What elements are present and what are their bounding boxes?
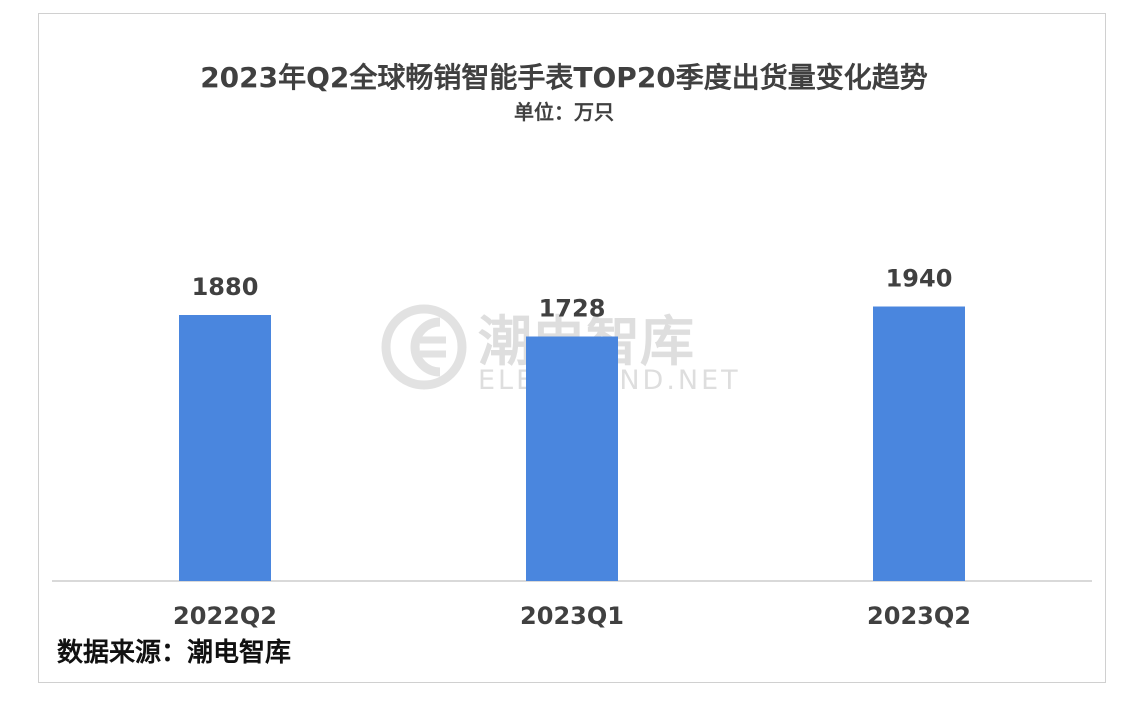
data-label-2022q2: 1880 xyxy=(192,273,259,301)
x-tick-label-2023q1: 2023Q1 xyxy=(520,602,624,630)
watermark-logo-icon xyxy=(381,304,467,390)
chart-title: 2023年Q2全球畅销智能手表TOP20季度出货量变化趋势 xyxy=(200,61,928,94)
bar-2023q1 xyxy=(526,336,618,581)
x-tick-label-2023q2: 2023Q2 xyxy=(867,602,971,630)
chart-subtitle: 单位：万只 xyxy=(514,100,614,124)
data-source-note: 数据来源：潮电智库 xyxy=(57,638,292,668)
bar-2023q2 xyxy=(873,306,965,581)
x-tick-label-2022q2: 2022Q2 xyxy=(173,602,277,630)
bar-2022q2 xyxy=(179,315,271,581)
data-label-2023q1: 1728 xyxy=(539,295,606,323)
data-label-2023q2: 1940 xyxy=(886,265,953,293)
